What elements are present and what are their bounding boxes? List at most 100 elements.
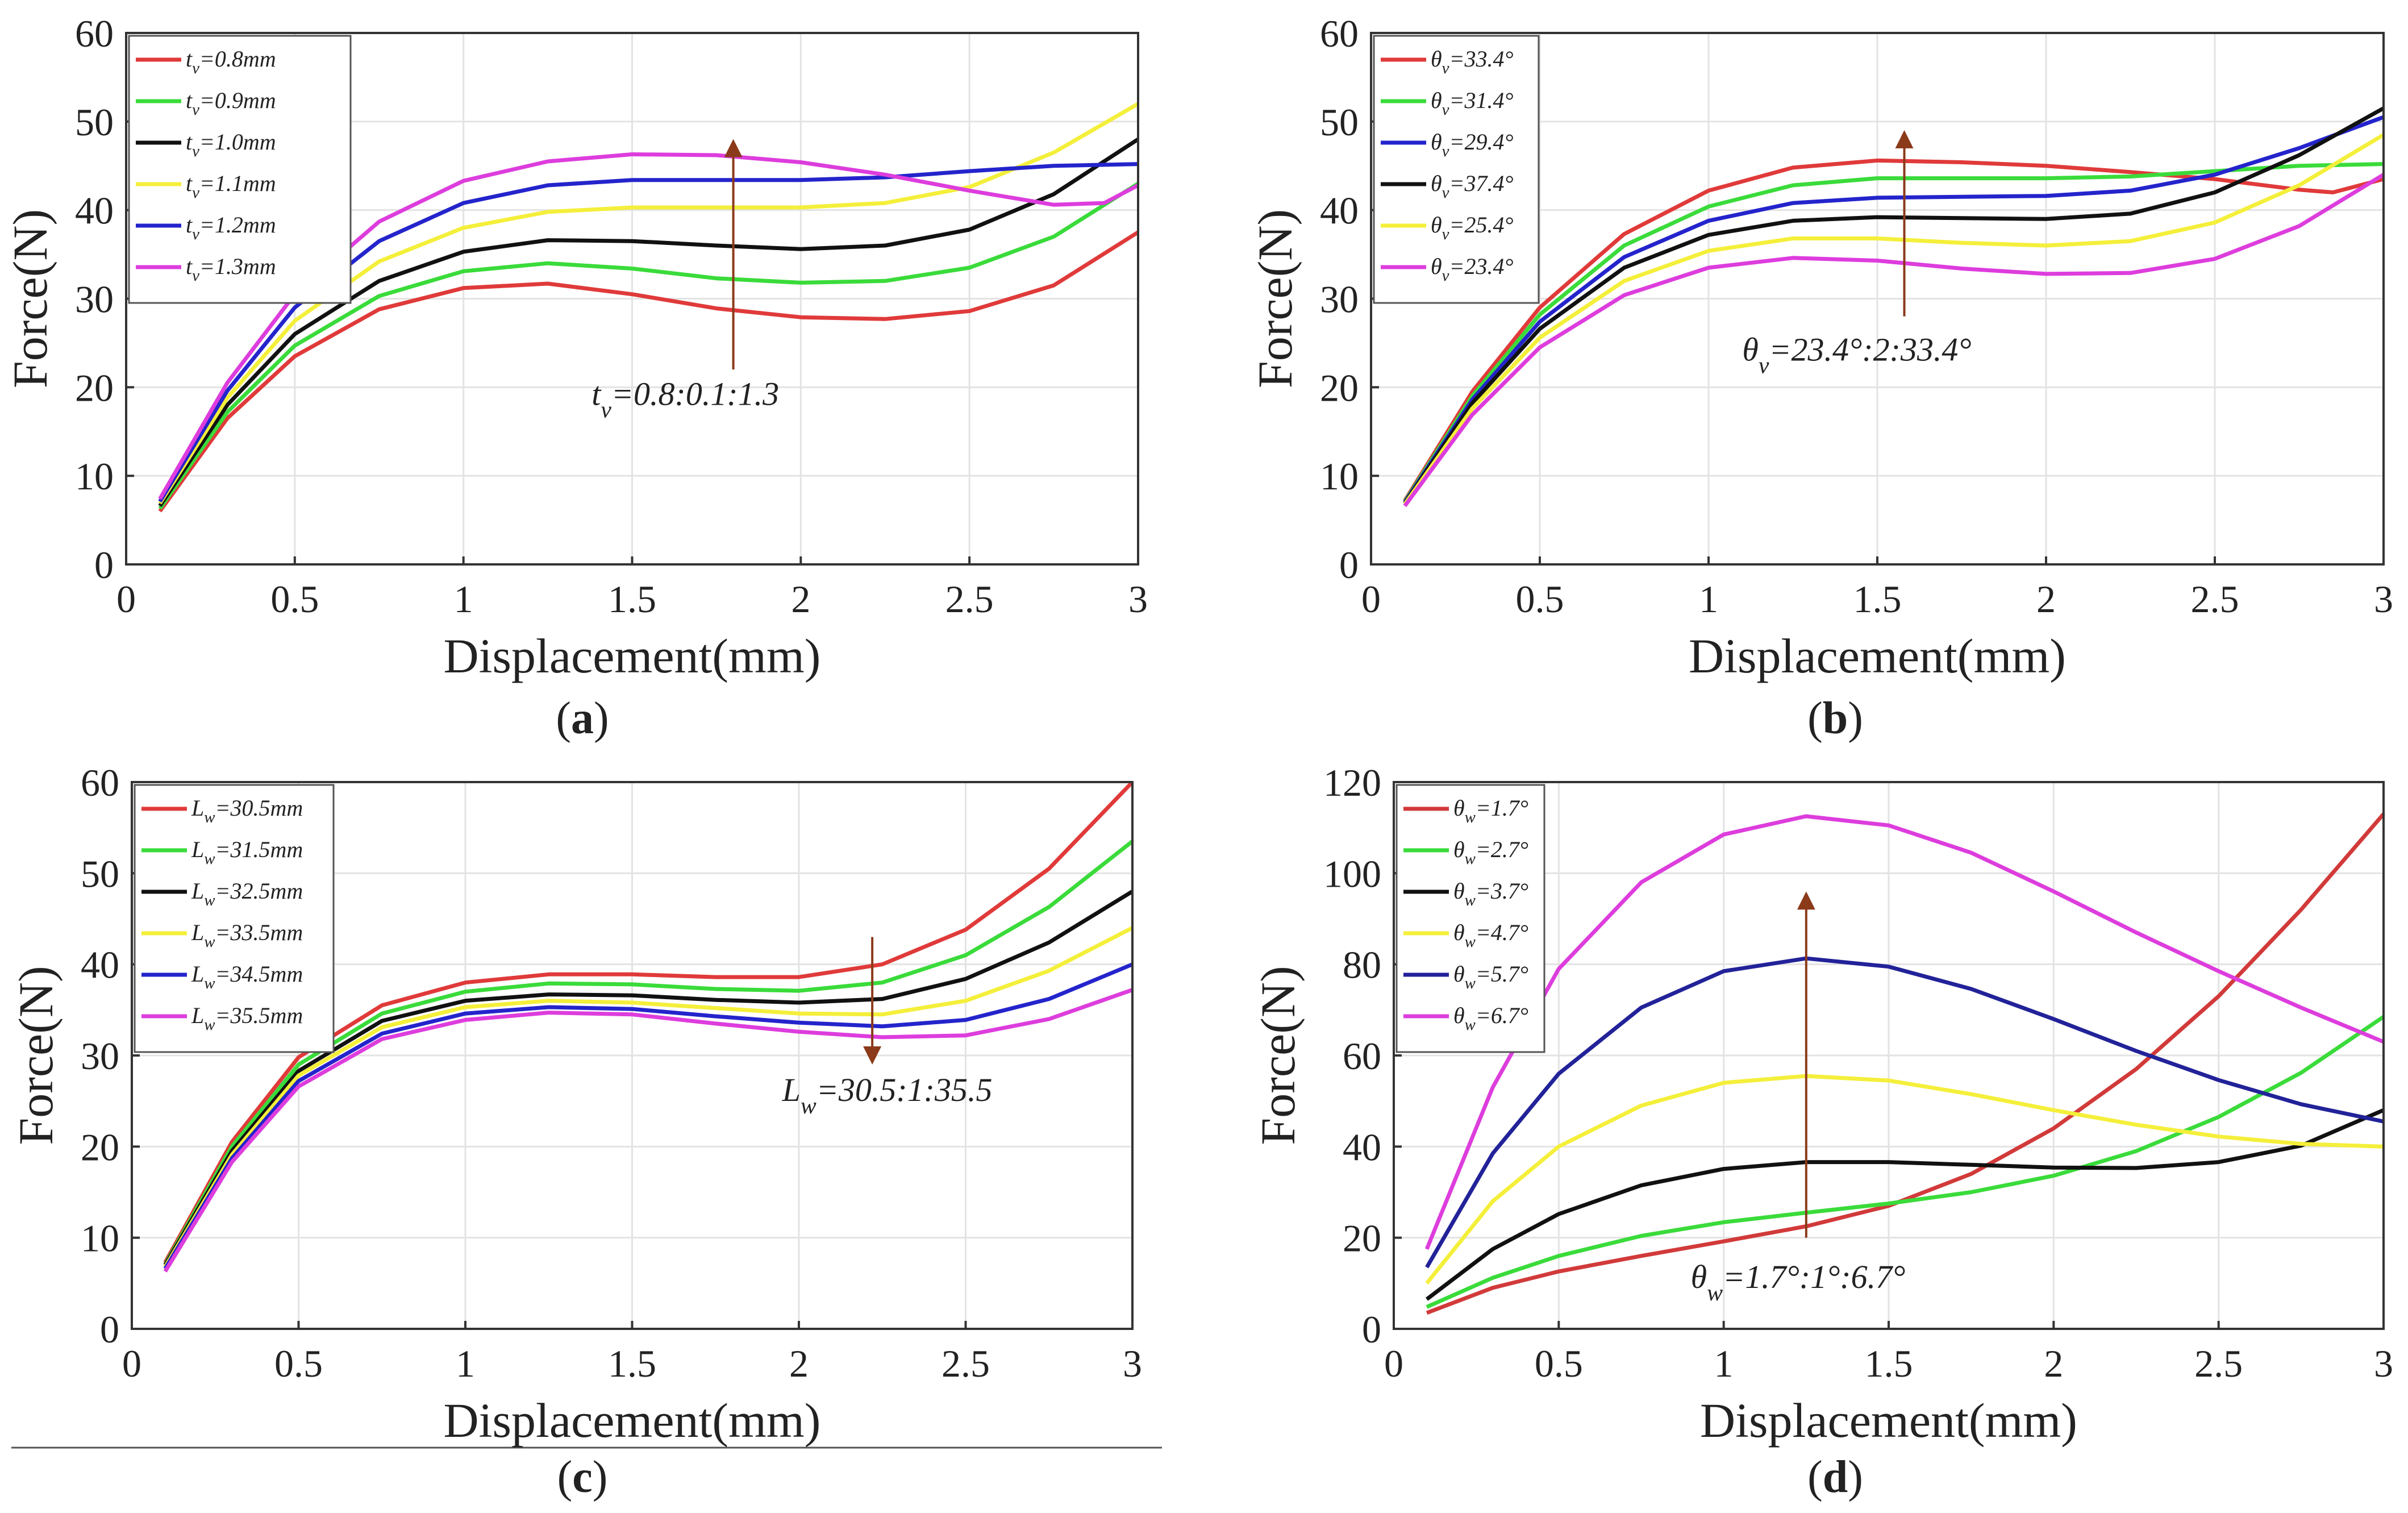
series-line-2 — [1403, 162, 2384, 503]
panel-label: (d) — [1807, 1452, 1863, 1502]
legend-entry: θw=6.7° — [1453, 1003, 1528, 1034]
x-tick-label: 3 — [1128, 577, 1148, 621]
x-axis-label: Displacement(mm) — [1689, 629, 2066, 683]
series-line-6 — [1424, 814, 2385, 1250]
y-tick-label: 80 — [1343, 943, 1381, 987]
y-tick-label: 20 — [1343, 1217, 1381, 1260]
chart-panel-2: 0 0.5 1 1.5 2 2.5 30102030405060Displacement(m… — [1248, 12, 2393, 743]
legend-entry: θw=4.7° — [1453, 920, 1528, 951]
x-tick-label: 2 — [789, 1342, 809, 1385]
x-tick-label: 2.5 — [2194, 1342, 2243, 1385]
chart-panel-4: 0 0.5 1 1.5 2 2.5 3 0 20 40 60 80 100 120 Displacement… — [1251, 761, 2393, 1502]
x-tick-label: 3 — [1123, 1342, 1142, 1385]
series-line-5 — [158, 162, 1139, 503]
x-tick-label: 0.5 — [270, 577, 319, 621]
series-line-4 — [163, 926, 1134, 1268]
x-tick-label: 1.5 — [608, 1342, 656, 1385]
x-tick-label: 1 — [454, 577, 473, 621]
y-tick-label: 10 — [81, 1217, 119, 1260]
legend-box — [1373, 35, 1540, 304]
legend-entry: Lw=34.5mm — [191, 961, 303, 992]
legend: θv=33.4° θv=31.4° θv=29.4° θv=37.4° θv=25.4°… — [1373, 35, 1540, 304]
x-tick-label: 2 — [2044, 1342, 2063, 1385]
y-tick-label: 30 — [75, 278, 114, 321]
x-axis-label: Displacement(mm) — [444, 629, 821, 683]
legend-entry: θv=25.4° — [1431, 212, 1513, 243]
y-axis-label: Force(N) — [1251, 966, 1305, 1145]
y-tick-label: 120 — [1323, 761, 1381, 804]
series-line-5 — [163, 962, 1134, 1270]
legend-entry: tv=1.1mm — [186, 171, 276, 202]
y-tick-label: 50 — [75, 101, 114, 144]
annotation-text: Lw=30.5:1:35.5 — [782, 1071, 993, 1119]
panel-label: (b) — [1807, 693, 1863, 743]
y-tick-label: 30 — [81, 1034, 119, 1078]
panel-label: (c) — [557, 1452, 608, 1502]
legend-entry: θw=2.7° — [1453, 837, 1528, 868]
series-line-3 — [163, 889, 1134, 1266]
x-tick-label: 2.5 — [941, 1342, 990, 1385]
y-tick-label: 0 — [1362, 1308, 1381, 1351]
series-line-4 — [158, 102, 1139, 505]
series-line-6 — [163, 988, 1134, 1273]
legend-entry: θv=33.4° — [1431, 46, 1513, 77]
legend-entry: tv=0.9mm — [186, 88, 276, 119]
x-tick-label: 2.5 — [2191, 577, 2239, 621]
x-tick-label: 0 — [122, 1342, 141, 1385]
x-tick-label: 1.5 — [608, 577, 656, 621]
legend-entry: tv=1.0mm — [186, 129, 276, 160]
y-tick-label: 40 — [81, 943, 119, 987]
chart-panel-1: 0 0.5 1 1.5 2 2.5 30102030405060Displacement(m… — [3, 12, 1148, 743]
y-tick-label: 10 — [1320, 455, 1359, 498]
y-tick-label: 60 — [1343, 1034, 1381, 1078]
x-tick-label: 1 — [456, 1342, 475, 1385]
legend: tv=0.8mm tv=0.9mm tv=1.0mm tv=1.1mm tv=1.2mm… — [128, 35, 352, 304]
legend-entry: θv=23.4° — [1431, 253, 1513, 285]
series-line-1 — [158, 230, 1139, 513]
y-tick-label: 20 — [81, 1125, 119, 1169]
legend-entry: tv=1.2mm — [186, 212, 276, 243]
series-line-1 — [163, 780, 1134, 1263]
legend-box — [128, 35, 352, 304]
legend-entry: Lw=32.5mm — [191, 878, 303, 909]
chart-panel-3: 0 0.5 1 1.5 2 2.5 30102030405060Displacement(m… — [9, 761, 1142, 1502]
legend-entry: Lw=33.5mm — [191, 920, 303, 951]
series-line-3 — [1425, 1108, 2385, 1301]
series-line-1 — [1403, 158, 2384, 502]
y-tick-label: 60 — [75, 12, 114, 55]
annotation-text: θw=1.7°:1°:6.7° — [1691, 1258, 1906, 1306]
y-tick-label: 40 — [1320, 189, 1359, 232]
series-line-2 — [1426, 1015, 2385, 1309]
y-tick-label: 20 — [75, 366, 114, 409]
x-tick-label: 2.5 — [945, 577, 994, 621]
series-line-6 — [1403, 173, 2385, 508]
y-tick-label: 60 — [1320, 12, 1359, 55]
legend-entry: θw=3.7° — [1453, 878, 1528, 909]
series-line-5 — [1425, 956, 2384, 1269]
legend-entry: Lw=35.5mm — [191, 1003, 303, 1034]
y-tick-label: 10 — [75, 455, 114, 498]
series-line-3 — [1403, 115, 2385, 504]
x-tick-label: 3 — [2374, 577, 2393, 621]
x-tick-label: 0 — [1361, 577, 1381, 621]
series-line-2 — [158, 181, 1139, 510]
y-axis-label: Force(N) — [9, 966, 63, 1145]
y-axis-label: Force(N) — [3, 209, 57, 388]
legend-entry: θv=31.4° — [1431, 88, 1513, 119]
annotation-text: θv=23.4°:2:33.4° — [1742, 331, 1971, 379]
series-line-3 — [158, 138, 1139, 508]
x-tick-label: 0.5 — [274, 1342, 323, 1385]
y-tick-label: 20 — [1320, 366, 1359, 409]
y-tick-label: 0 — [1339, 543, 1359, 587]
series-line-5 — [1403, 133, 2385, 506]
legend-entry: tv=0.8mm — [186, 46, 276, 77]
legend-entry: Lw=31.5mm — [191, 837, 303, 868]
y-tick-label: 40 — [75, 189, 114, 232]
x-tick-label: 0.5 — [1516, 577, 1564, 621]
legend-box — [1395, 784, 1545, 1053]
legend-entry: Lw=30.5mm — [191, 795, 303, 826]
annotation-text: tv=0.8:0.1:1.3 — [591, 376, 779, 423]
y-tick-label: 50 — [81, 852, 119, 895]
y-tick-label: 60 — [81, 761, 119, 804]
legend: θw=1.7° θw=2.7° θw=3.7° θw=4.7° θw=5.7° θw=6.… — [1395, 784, 1545, 1053]
